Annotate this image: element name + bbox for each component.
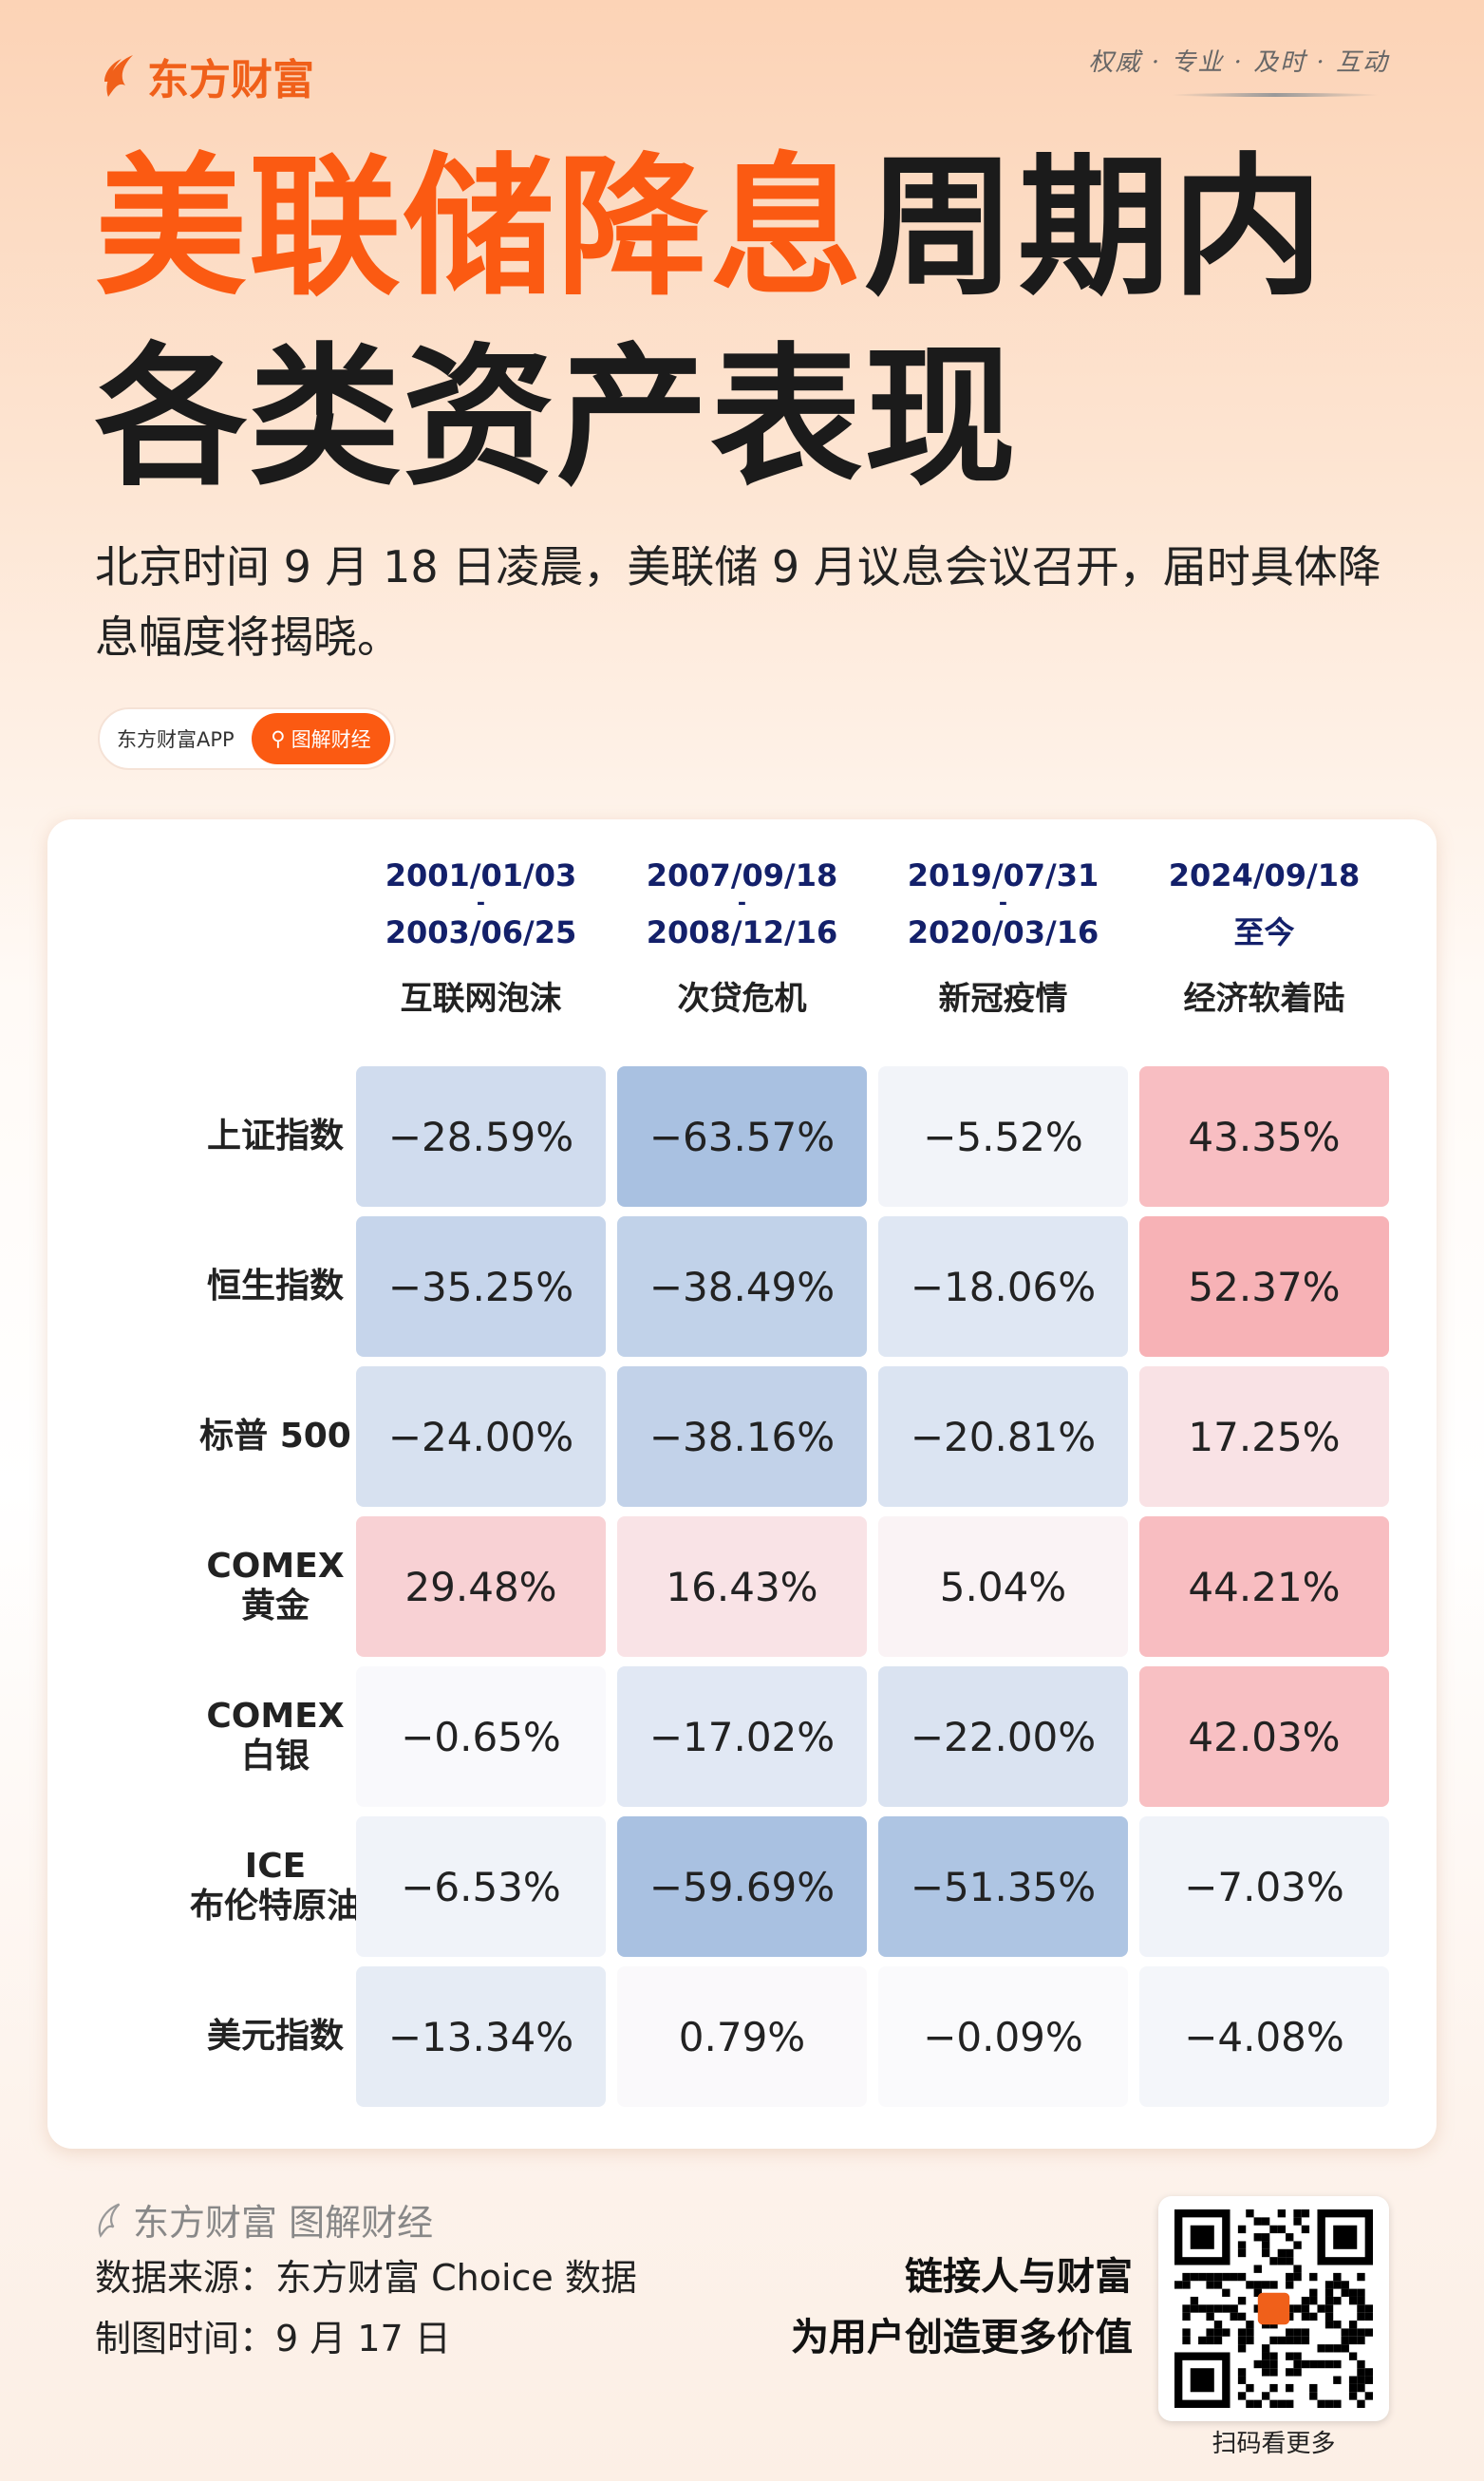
search-icon: ⚲	[271, 727, 286, 750]
table-cell: 44.21%	[1139, 1516, 1389, 1657]
table-cell: 52.37%	[1139, 1216, 1389, 1357]
table-cell: −59.69%	[617, 1816, 867, 1957]
column-header: 2019/07/31-2020/03/16 新冠疫情	[878, 857, 1128, 1019]
title-highlight: 美联储降息	[95, 139, 865, 316]
table-cell: −35.25%	[356, 1216, 606, 1357]
table-cell: −20.81%	[878, 1366, 1128, 1507]
period-end: 2020/03/16	[907, 914, 1099, 950]
table-cell: −38.49%	[617, 1216, 867, 1357]
brand-name: 东方财富	[147, 56, 314, 104]
table-cell: −4.08%	[1139, 1966, 1389, 2107]
period-start: 2007/09/18	[646, 857, 838, 893]
footer-brand-text: 东方财富 图解财经	[133, 2202, 434, 2244]
row-label: 恒生指数	[166, 1216, 385, 1357]
title-rest: 周期内	[864, 139, 1326, 316]
table-cell: −6.53%	[356, 1816, 606, 1957]
chart-date: 制图时间：9 月 17 日	[95, 2318, 451, 2359]
table-cell: −22.00%	[878, 1666, 1128, 1807]
table-cell: −7.03%	[1139, 1816, 1389, 1957]
row-label: 上证指数	[166, 1066, 385, 1207]
table-cell: −24.00%	[356, 1366, 606, 1507]
table-cell: −0.09%	[878, 1966, 1128, 2107]
row-label-line: 黄金	[240, 1587, 310, 1626]
period-start: 2024/09/18	[1168, 857, 1361, 893]
flame-logo-icon	[98, 2202, 121, 2238]
period-separator: -	[476, 892, 486, 915]
table-cell: 43.35%	[1139, 1066, 1389, 1207]
row-label-line: ICE	[244, 1847, 307, 1886]
slogan-1: 链接人与财富	[905, 2255, 1133, 2299]
table-cell: −51.35%	[878, 1816, 1128, 1957]
subtitle: 北京时间 9 月 18 日凌晨，美联储 9 月议息会议召开，届时具体降息幅度将揭…	[95, 541, 1381, 663]
row-label-line: 标普 500	[199, 1417, 351, 1456]
qr-code[interactable]	[1158, 2196, 1389, 2421]
period-name: 次贷危机	[677, 980, 807, 1018]
row-label-line: 恒生指数	[206, 1267, 344, 1306]
row-label-line: COMEX	[206, 1547, 345, 1586]
period-separator: -	[737, 892, 747, 915]
page-title: 美联储降息周期内 各类资产表现	[95, 133, 1325, 513]
table-cell: −28.59%	[356, 1066, 606, 1207]
row-label-line: 上证指数	[206, 1117, 344, 1156]
column-header: 2001/01/03-2003/06/25 互联网泡沫	[356, 857, 606, 1019]
column-header: 2024/09/18 至今经济软着陆	[1139, 857, 1389, 1019]
app-name: 东方财富APP	[117, 728, 235, 751]
row-label: 美元指数	[166, 1966, 385, 2107]
row-label: COMEX 白银	[166, 1666, 385, 1807]
footer-brand: 东方财富 图解财经	[95, 2193, 433, 2246]
period-name: 经济软着陆	[1183, 980, 1345, 1018]
period-separator: -	[998, 892, 1008, 915]
tujie-button[interactable]: ⚲ 图解财经	[252, 713, 390, 764]
table-cell: −38.16%	[617, 1366, 867, 1507]
period-end: 2008/12/16	[646, 914, 838, 950]
period-end: 2003/06/25	[385, 914, 577, 950]
data-table-card: 2001/01/03-2003/06/25 互联网泡沫 2007/09/18-200…	[47, 819, 1437, 2149]
table-cell: 17.25%	[1139, 1366, 1389, 1507]
row-label: 标普 500	[166, 1366, 385, 1507]
table-cell: −0.65%	[356, 1666, 606, 1807]
flame-logo-icon	[104, 55, 133, 97]
row-label: ICE 布伦特原油	[166, 1816, 385, 1957]
qr-caption: 扫码看更多	[1212, 2430, 1336, 2458]
period-separator	[1139, 893, 1389, 914]
row-label-line: COMEX	[206, 1697, 345, 1736]
row-label: COMEX 黄金	[166, 1516, 385, 1657]
data-source: 数据来源：东方财富 Choice 数据	[95, 2257, 637, 2299]
period-name: 互联网泡沫	[400, 980, 562, 1018]
row-label-line: 美元指数	[206, 2017, 344, 2056]
table-cell: −63.57%	[617, 1066, 867, 1207]
brand-logo: 东方财富	[100, 46, 314, 106]
motto: 权威 · 专业 · 及时 · 互动	[1088, 48, 1389, 77]
period-end: 至今	[1233, 914, 1295, 950]
period-start: 2001/01/03	[385, 857, 577, 893]
table-cell: −17.02%	[617, 1666, 867, 1807]
table-cell: −13.34%	[356, 1966, 606, 2107]
table-cell: 0.79%	[617, 1966, 867, 2107]
table-cell: −18.06%	[878, 1216, 1128, 1357]
row-label-line: 布伦特原油	[189, 1887, 361, 1926]
motto-divider	[1171, 93, 1380, 97]
table-cell: 5.04%	[878, 1516, 1128, 1657]
period-name: 新冠疫情	[938, 980, 1068, 1018]
app-pill[interactable]: 东方财富APP ⚲ 图解财经	[98, 707, 396, 770]
tujie-label: 图解财经	[291, 728, 371, 751]
column-header: 2007/09/18-2008/12/16 次贷危机	[617, 857, 867, 1019]
table-cell: 29.48%	[356, 1516, 606, 1657]
period-start: 2019/07/31	[907, 857, 1099, 893]
slogan-2: 为用户创造更多价值	[791, 2316, 1133, 2359]
row-label-line: 白银	[240, 1737, 310, 1776]
title-line2: 各类资产表现	[95, 329, 1019, 506]
table-cell: 42.03%	[1139, 1666, 1389, 1807]
table-cell: 16.43%	[617, 1516, 867, 1657]
table-cell: −5.52%	[878, 1066, 1128, 1207]
qr-code-icon	[1174, 2209, 1373, 2408]
